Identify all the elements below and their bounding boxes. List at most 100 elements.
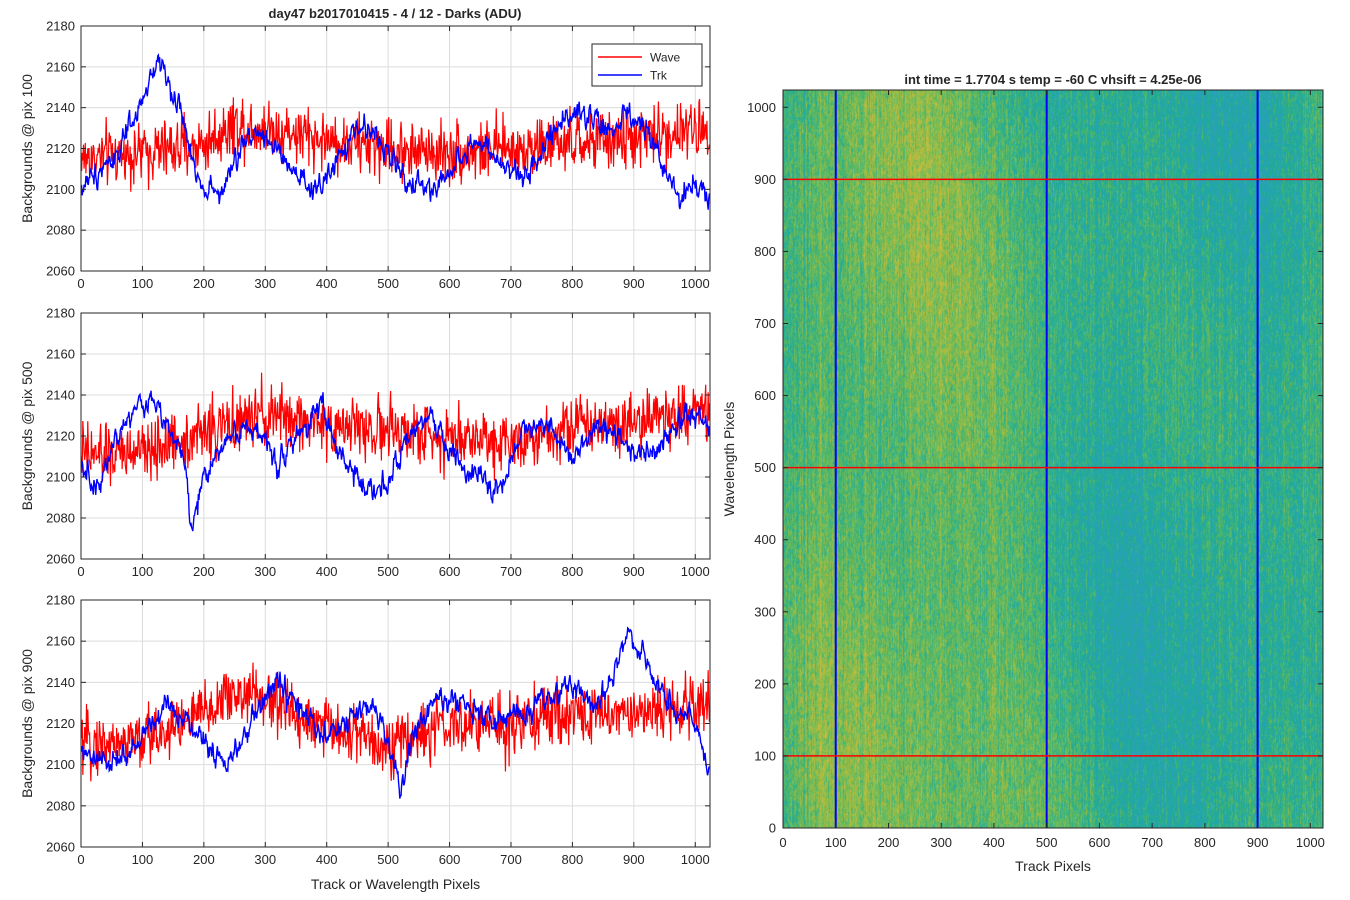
y-tick-label: 2100 <box>46 470 75 485</box>
heatmap-title: int time = 1.7704 s temp = -60 C vhsift … <box>904 72 1201 87</box>
heatmap-y-tick-label: 500 <box>754 460 776 475</box>
x-axis-label: Track or Wavelength Pixels <box>311 876 480 892</box>
x-tick-label: 700 <box>500 852 522 867</box>
heatmap-x-tick-label: 700 <box>1141 835 1163 850</box>
x-tick-label: 0 <box>77 852 84 867</box>
heatmap-x-tick-label: 500 <box>1036 835 1058 850</box>
y-tick-label: 2120 <box>46 716 75 731</box>
x-tick-label: 700 <box>500 564 522 579</box>
y-tick-label: 2160 <box>46 634 75 649</box>
x-tick-label: 900 <box>623 852 645 867</box>
x-tick-label: 100 <box>132 276 154 291</box>
y-tick-label: 2080 <box>46 511 75 526</box>
heatmap-chart: int time = 1.7704 s temp = -60 C vhsift … <box>721 72 1325 874</box>
x-tick-label: 500 <box>377 564 399 579</box>
heatmap-y-tick-label: 300 <box>754 604 776 619</box>
heatmap-x-tick-label: 1000 <box>1296 835 1325 850</box>
heatmap-y-tick-label: 400 <box>754 532 776 547</box>
x-tick-label: 0 <box>77 564 84 579</box>
heatmap-y-tick-label: 1000 <box>747 100 776 115</box>
x-tick-label: 400 <box>316 564 338 579</box>
x-tick-label: 300 <box>254 564 276 579</box>
x-tick-label: 1000 <box>681 564 710 579</box>
heatmap-x-tick-label: 400 <box>983 835 1005 850</box>
legend-label-trk: Trk <box>650 69 668 83</box>
x-tick-label: 200 <box>193 852 215 867</box>
series-line-trk <box>81 53 710 210</box>
y-tick-label: 2160 <box>46 59 75 74</box>
y-tick-label: 2120 <box>46 429 75 444</box>
x-tick-label: 900 <box>623 564 645 579</box>
plots-group: 0 100 200 300 400 500 600 700 800 900 100020602080… <box>19 19 1325 893</box>
x-tick-label: 800 <box>562 276 584 291</box>
x-tick-label: 300 <box>254 852 276 867</box>
y-axis-label: Backgrounds @ pix 900 <box>19 649 35 798</box>
heatmap-x-tick-label: 100 <box>825 835 847 850</box>
heatmap-y-tick-label: 100 <box>754 748 776 763</box>
series-line-trk <box>81 626 710 799</box>
x-tick-label: 700 <box>500 276 522 291</box>
y-tick-label: 2160 <box>46 347 75 362</box>
heatmap-y-tick-label: 700 <box>754 316 776 331</box>
heatmap-x-tick-label: 200 <box>878 835 900 850</box>
y-tick-label: 2120 <box>46 141 75 156</box>
y-tick-label: 2140 <box>46 388 75 403</box>
y-tick-label: 2100 <box>46 757 75 772</box>
x-tick-label: 100 <box>132 564 154 579</box>
heatmap-y-tick-label: 200 <box>754 676 776 691</box>
x-tick-label: 1000 <box>681 276 710 291</box>
y-tick-label: 2060 <box>46 840 75 855</box>
x-tick-label: 0 <box>77 276 84 291</box>
legend-label-wave: Wave <box>650 51 681 65</box>
series-line-wave <box>81 662 710 782</box>
x-tick-label: 500 <box>377 276 399 291</box>
heatmap-x-axis-label: Track Pixels <box>1015 858 1091 874</box>
figure-title: day47 b2017010415 - 4 / 12 - Darks (ADU) <box>269 6 522 21</box>
y-tick-label: 2080 <box>46 798 75 813</box>
heatmap-x-tick-label: 0 <box>779 835 786 850</box>
x-tick-label: 500 <box>377 852 399 867</box>
x-tick-label: 100 <box>132 852 154 867</box>
legend: Wave Trk <box>591 43 703 87</box>
x-tick-label: 900 <box>623 276 645 291</box>
y-tick-label: 2140 <box>46 675 75 690</box>
x-tick-label: 800 <box>562 852 584 867</box>
x-tick-label: 800 <box>562 564 584 579</box>
x-tick-label: 200 <box>193 564 215 579</box>
heatmap-x-tick-label: 600 <box>1089 835 1111 850</box>
x-tick-label: 400 <box>316 276 338 291</box>
heatmap-y-axis-label: Wavelength Pixels <box>721 402 737 517</box>
heatmap-x-tick-label: 300 <box>930 835 952 850</box>
y-tick-label: 2080 <box>46 223 75 238</box>
heatmap-y-tick-label: 800 <box>754 244 776 259</box>
series-line-trk <box>81 390 710 532</box>
y-tick-label: 2180 <box>46 19 75 34</box>
legend-box <box>591 43 703 87</box>
line-chart-1: 0 100 200 300 400 500 600 700 800 900 1000 2060 2080… <box>19 19 711 291</box>
heatmap-y-tick-label: 0 <box>769 821 776 836</box>
heatmap-y-tick-label: 900 <box>754 172 776 187</box>
line-chart-2: 0 100 200 300 400 500 600 700 800 900 1000 2060 2080… <box>19 306 711 579</box>
x-tick-label: 600 <box>439 276 461 291</box>
y-tick-label: 2180 <box>46 306 75 321</box>
heatmap-image <box>783 90 1323 828</box>
y-axis-label: Backgrounds @ pix 100 <box>19 74 35 223</box>
x-tick-label: 600 <box>439 852 461 867</box>
y-tick-label: 2060 <box>46 264 75 279</box>
heatmap-y-tick-label: 600 <box>754 388 776 403</box>
x-tick-label: 400 <box>316 852 338 867</box>
y-tick-label: 2100 <box>46 182 75 197</box>
line-chart-3: 0 100 200 300 400 500 600 700 800 900 1000 2060 2080… <box>19 593 711 892</box>
x-tick-label: 1000 <box>681 852 710 867</box>
y-tick-label: 2140 <box>46 100 75 115</box>
heatmap-axes-box <box>782 89 1324 829</box>
y-tick-label: 2180 <box>46 593 75 608</box>
x-tick-label: 200 <box>193 276 215 291</box>
heatmap-x-tick-label: 800 <box>1194 835 1216 850</box>
y-axis-label: Backgrounds @ pix 500 <box>19 361 35 510</box>
series-line-wave <box>81 372 710 487</box>
x-tick-label: 300 <box>254 276 276 291</box>
x-tick-label: 600 <box>439 564 461 579</box>
heatmap-x-tick-label: 900 <box>1247 835 1269 850</box>
